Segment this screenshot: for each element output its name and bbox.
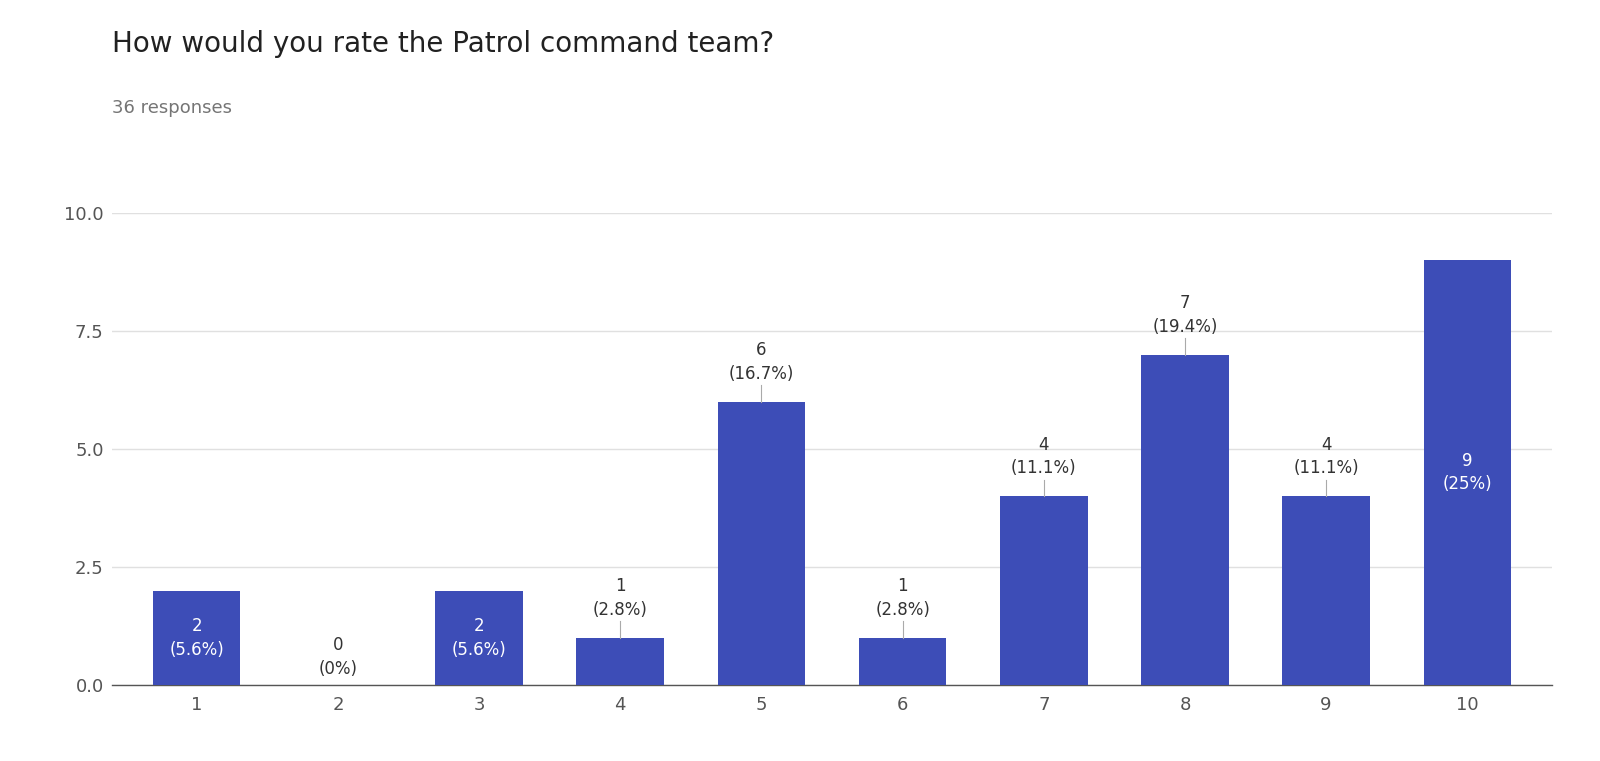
Bar bbox=[1000, 496, 1088, 685]
Bar bbox=[1282, 496, 1370, 685]
Bar bbox=[435, 591, 523, 685]
Text: 4
(11.1%): 4 (11.1%) bbox=[1011, 436, 1077, 477]
Text: 1
(2.8%): 1 (2.8%) bbox=[592, 578, 648, 619]
Text: 2
(5.6%): 2 (5.6%) bbox=[451, 617, 507, 658]
Text: 9
(25%): 9 (25%) bbox=[1443, 452, 1493, 493]
Text: 4
(11.1%): 4 (11.1%) bbox=[1293, 436, 1358, 477]
Text: 7
(19.4%): 7 (19.4%) bbox=[1152, 295, 1218, 336]
Text: How would you rate the Patrol command team?: How would you rate the Patrol command te… bbox=[112, 30, 774, 59]
Bar bbox=[154, 591, 240, 685]
Text: 0
(0%): 0 (0%) bbox=[318, 636, 357, 678]
Bar bbox=[576, 638, 664, 685]
Text: 1
(2.8%): 1 (2.8%) bbox=[875, 578, 930, 619]
Bar bbox=[1424, 260, 1510, 685]
Text: 36 responses: 36 responses bbox=[112, 99, 232, 117]
Bar bbox=[1141, 355, 1229, 685]
Bar bbox=[859, 638, 946, 685]
Text: 2
(5.6%): 2 (5.6%) bbox=[170, 617, 224, 658]
Text: 6
(16.7%): 6 (16.7%) bbox=[728, 342, 794, 383]
Bar bbox=[718, 402, 805, 685]
